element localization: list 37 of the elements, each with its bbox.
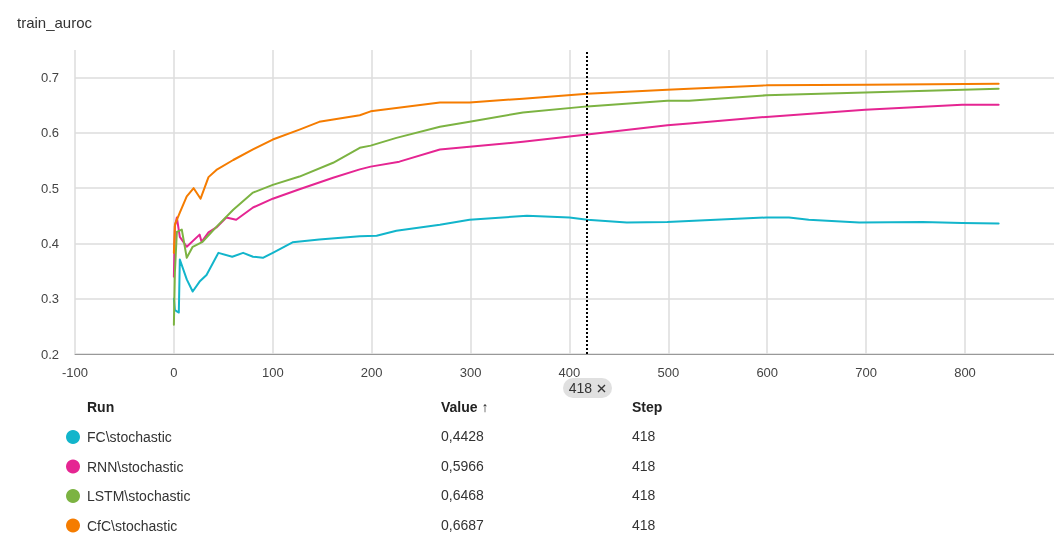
line-series	[172, 103, 1000, 278]
x-tick-label: 200	[360, 365, 383, 380]
x-tick-label: -100	[61, 365, 89, 380]
text: 418	[632, 428, 656, 444]
x-tick-label: 600	[756, 365, 779, 380]
text: Step	[632, 399, 663, 415]
legend-label: RNN\stochastic	[87, 458, 184, 475]
x-tick-label: 100	[261, 365, 284, 380]
text: 418	[632, 487, 656, 503]
y-tick-label: 0.4	[40, 235, 59, 251]
legend-label: CfC\stochastic	[87, 517, 178, 534]
line-series	[172, 82, 1000, 254]
text: Run	[87, 399, 115, 415]
text: 0,4428	[441, 428, 485, 444]
text: 0,6687	[441, 516, 485, 533]
y-tick-label: 0.2	[40, 346, 59, 362]
x-tick-label: 500	[657, 365, 680, 380]
text: Value ↑	[441, 399, 489, 415]
line-series	[172, 87, 1000, 326]
y-tick-label: 0.3	[40, 291, 59, 307]
text: 0,5966	[441, 457, 485, 474]
y-tick-label: 0.7	[40, 70, 59, 86]
x-tick-label: 400	[558, 365, 581, 380]
x-tick-label: 0	[170, 365, 178, 380]
x-tick-label: 700	[855, 365, 877, 380]
legend-label: LSTM\stochastic	[87, 488, 191, 504]
y-tick-label: 0.5	[40, 180, 59, 196]
line-series	[172, 214, 1000, 314]
text: 0,6468	[441, 487, 485, 503]
chart-title: train_auroc	[17, 14, 93, 31]
ref-line-label: 418	[568, 380, 593, 396]
legend-label: FC\stochastic	[87, 429, 172, 445]
x-tick-label: 800	[954, 365, 976, 380]
y-tick-label: 0.6	[40, 125, 59, 141]
text: 418	[632, 457, 656, 474]
text: 418	[632, 516, 656, 533]
x-tick-label: 300	[459, 365, 482, 380]
